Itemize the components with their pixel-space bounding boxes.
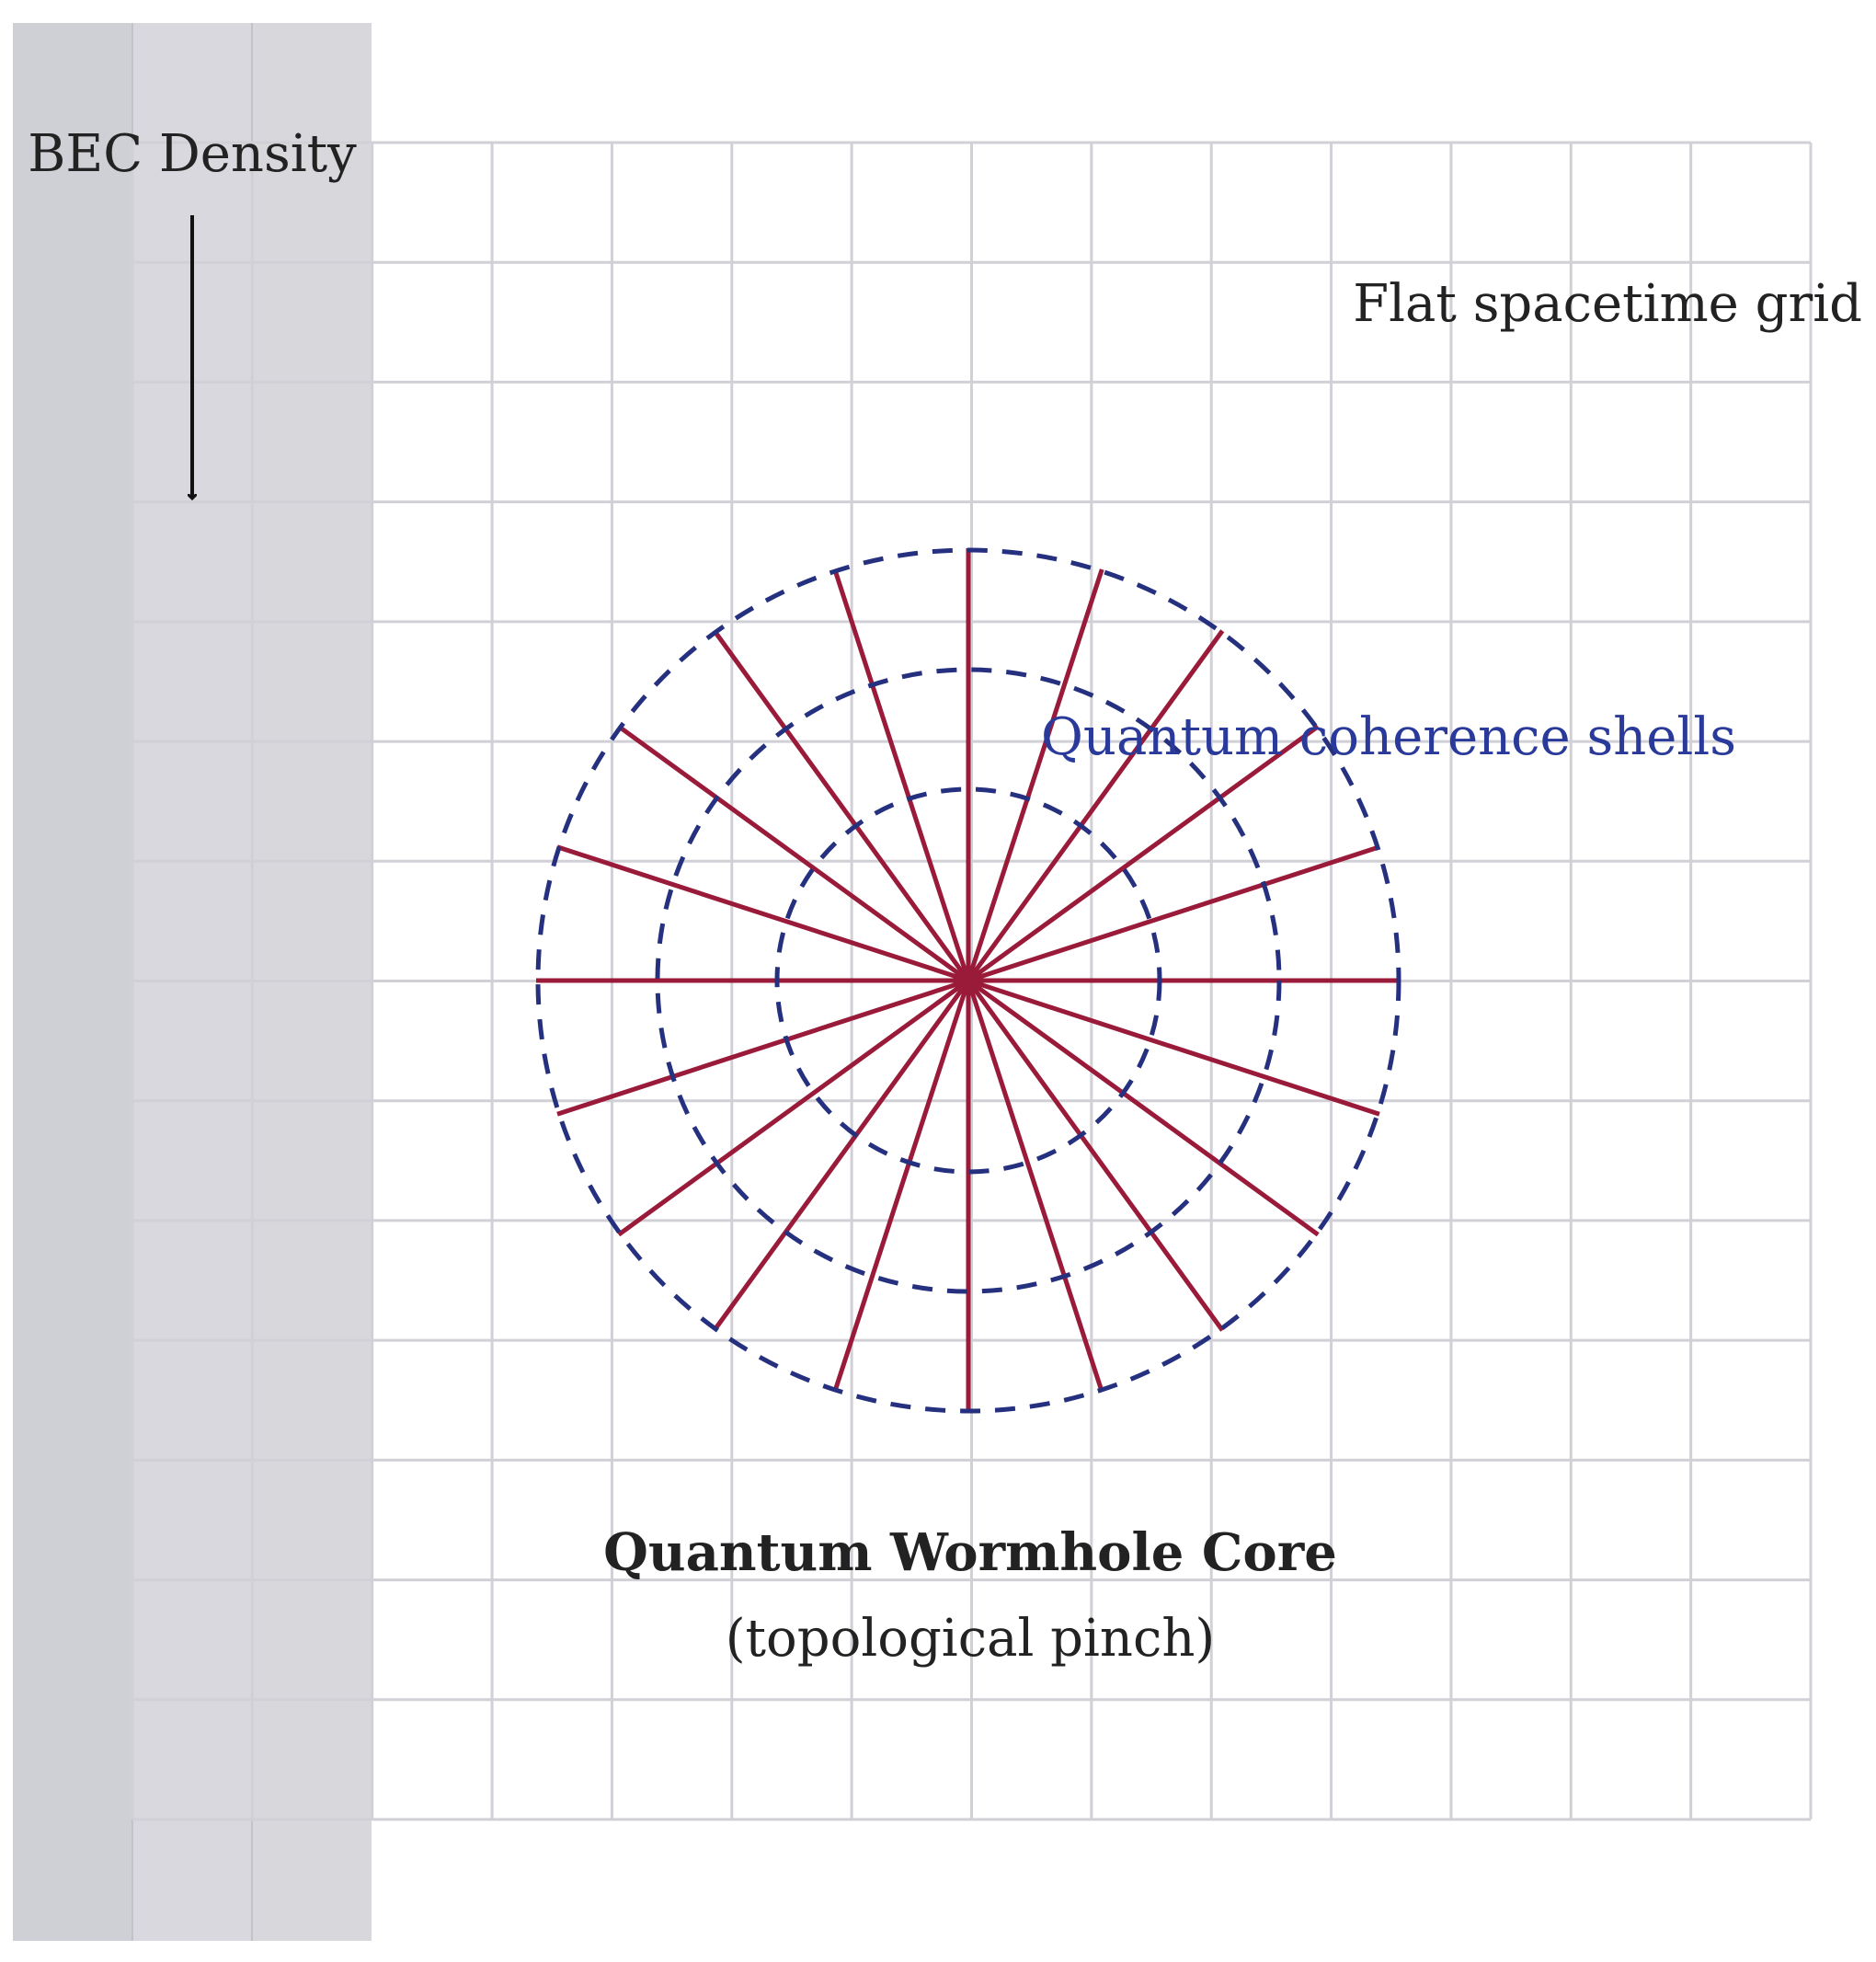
wormhole-ray [832, 980, 971, 1393]
wormhole-ray [617, 978, 970, 1237]
wormhole-ray [966, 979, 1225, 1332]
coherence-shell-1 [774, 786, 1162, 1175]
density-band-1 [13, 23, 132, 1941]
wormhole-ray [967, 978, 1320, 1237]
wormhole-ray [967, 978, 1380, 1117]
wormhole-ray [712, 629, 971, 982]
wormhole-ray [832, 568, 971, 981]
wormhole-core-point [955, 968, 981, 993]
wormhole-ray [556, 844, 969, 983]
shells-label: Quantum coherence shells [1041, 707, 1736, 767]
coherence-shell-2 [655, 667, 1282, 1294]
core-subtitle: (topological pinch) [726, 1609, 1216, 1669]
wormhole-ray [966, 568, 1104, 981]
wormhole-ray [966, 980, 1104, 1393]
wormhole-ray [967, 844, 1380, 983]
wormhole-ray [966, 629, 1225, 982]
wormhole-ray [967, 724, 1320, 983]
core-title: Quantum Wormhole Core [603, 1522, 1337, 1583]
wormhole-ray [556, 978, 969, 1117]
coherence-shell-3 [535, 547, 1401, 1414]
wormhole-ray [712, 979, 971, 1332]
wormhole-rays [536, 548, 1401, 1413]
wormhole-ray [617, 724, 970, 983]
flat-grid-label: Flat spacetime grid [1353, 274, 1862, 334]
density-label: BEC Density [28, 124, 357, 184]
coherence-shells [535, 547, 1401, 1414]
